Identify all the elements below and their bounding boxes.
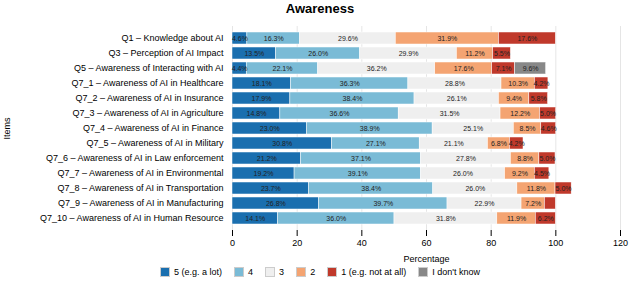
svg-text:21.1%: 21.1% xyxy=(444,140,464,147)
svg-text:23.0%: 23.0% xyxy=(260,125,280,132)
svg-text:6.2%: 6.2% xyxy=(538,215,554,222)
svg-text:Q7_5 – Awareness of AI in Mili: Q7_5 – Awareness of AI in Military xyxy=(87,138,224,148)
html-text:3: 3 xyxy=(279,266,285,277)
svg-text:Q7_1 – Awareness of AI in Heal: Q7_1 – Awareness of AI in Healthcare xyxy=(72,78,224,88)
svg-text:10.3%: 10.3% xyxy=(508,80,528,87)
svg-text:36.0%: 36.0% xyxy=(326,215,346,222)
svg-text:0: 0 xyxy=(230,238,235,248)
svg-text:5.0%: 5.0% xyxy=(540,110,556,117)
svg-text:Q1 – Knowledge about AI: Q1 – Knowledge about AI xyxy=(121,33,223,43)
svg-text:Q7_8 – Awareness of AI in Tran: Q7_8 – Awareness of AI in Transportation xyxy=(58,183,224,193)
svg-text:36.3%: 36.3% xyxy=(340,80,360,87)
svg-text:39.7%: 39.7% xyxy=(373,200,393,207)
svg-text:27.8%: 27.8% xyxy=(456,155,476,162)
svg-text:17.6%: 17.6% xyxy=(517,35,537,42)
svg-text:38.9%: 38.9% xyxy=(360,125,380,132)
svg-text:9.4%: 9.4% xyxy=(506,95,522,102)
svg-text:16.3%: 16.3% xyxy=(264,35,284,42)
svg-text:22.9%: 22.9% xyxy=(475,200,495,207)
svg-text:80: 80 xyxy=(486,238,496,248)
svg-text:40: 40 xyxy=(357,238,367,248)
svg-text:29.6%: 29.6% xyxy=(338,35,358,42)
svg-text:26.8%: 26.8% xyxy=(266,200,286,207)
html-text:1 (e.g. not at all): 1 (e.g. not at all) xyxy=(341,266,407,277)
svg-text:5.0%: 5.0% xyxy=(539,155,555,162)
svg-text:19.2%: 19.2% xyxy=(254,170,274,177)
svg-text:26.0%: 26.0% xyxy=(453,170,473,177)
svg-text:Q7_2 – Awareness of AI in Insu: Q7_2 – Awareness of AI in Insurance xyxy=(76,93,224,103)
svg-text:8.5%: 8.5% xyxy=(520,125,536,132)
svg-text:17.6%: 17.6% xyxy=(454,65,474,72)
svg-text:11.2%: 11.2% xyxy=(465,50,484,57)
html-text:5 (e.g. a lot): 5 (e.g. a lot) xyxy=(174,266,223,277)
svg-text:Q7_10 – Awareness of AI in Hum: Q7_10 – Awareness of AI in Human Resourc… xyxy=(40,213,223,223)
svg-text:14.8%: 14.8% xyxy=(246,110,266,117)
svg-text:Q7_4 – Awareness of AI in Fina: Q7_4 – Awareness of AI in Finance xyxy=(83,123,223,133)
svg-text:9.2%: 9.2% xyxy=(512,170,528,177)
svg-text:4.6%: 4.6% xyxy=(232,35,248,42)
svg-text:Q7_9 – Awareness of AI in Manu: Q7_9 – Awareness of AI in Manufacturing xyxy=(58,198,223,208)
svg-text:6.8%: 6.8% xyxy=(491,140,507,147)
svg-text:36.2%: 36.2% xyxy=(367,65,387,72)
svg-text:12.2%: 12.2% xyxy=(510,110,530,117)
svg-text:21.2%: 21.2% xyxy=(257,155,277,162)
svg-text:23.7%: 23.7% xyxy=(261,185,281,192)
svg-text:Q3 – Perception of AI Impact: Q3 – Perception of AI Impact xyxy=(108,48,224,58)
svg-text:Items: Items xyxy=(2,117,12,140)
svg-text:4.6%: 4.6% xyxy=(541,125,557,132)
svg-text:38.4%: 38.4% xyxy=(343,95,363,102)
svg-text:26.0%: 26.0% xyxy=(308,50,328,57)
svg-text:18.1%: 18.1% xyxy=(252,80,272,87)
svg-text:31.9%: 31.9% xyxy=(437,35,457,42)
svg-text:7.1%: 7.1% xyxy=(496,65,512,72)
svg-text:17.9%: 17.9% xyxy=(252,95,272,102)
html-text:Awareness: Awareness xyxy=(285,1,355,16)
html-text:I don't know: I don't know xyxy=(432,266,480,277)
svg-text:Percentage: Percentage xyxy=(403,254,449,264)
svg-text:11.8%: 11.8% xyxy=(527,185,546,192)
svg-text:37.1%: 37.1% xyxy=(351,155,371,162)
svg-text:7.2%: 7.2% xyxy=(525,200,541,207)
html-text:4: 4 xyxy=(248,266,254,277)
svg-text:4.2%: 4.2% xyxy=(509,140,525,147)
svg-text:Q7_7 – Awareness of AI in Envi: Q7_7 – Awareness of AI in Environmental xyxy=(58,168,224,178)
svg-text:13.5%: 13.5% xyxy=(244,50,264,57)
svg-text:26.1%: 26.1% xyxy=(447,95,467,102)
svg-text:28.8%: 28.8% xyxy=(445,80,465,87)
svg-text:Q5 – Awareness of Interacting: Q5 – Awareness of Interacting with AI xyxy=(74,63,223,73)
svg-text:Q7_6 – Awareness of AI in Law: Q7_6 – Awareness of AI in Law enforcemen… xyxy=(46,153,224,163)
svg-text:31.5%: 31.5% xyxy=(440,110,460,117)
svg-text:26.0%: 26.0% xyxy=(465,185,485,192)
svg-text:31.8%: 31.8% xyxy=(436,215,456,222)
svg-text:4.2%: 4.2% xyxy=(534,80,550,87)
svg-text:9.6%: 9.6% xyxy=(523,65,539,72)
html-text:2: 2 xyxy=(310,266,316,277)
svg-text:120: 120 xyxy=(613,238,628,248)
svg-text:27.1%: 27.1% xyxy=(366,140,386,147)
svg-text:29.9%: 29.9% xyxy=(399,50,419,57)
svg-text:30.8%: 30.8% xyxy=(272,140,292,147)
svg-text:5.5%: 5.5% xyxy=(494,50,510,57)
svg-text:38.4%: 38.4% xyxy=(361,185,381,192)
svg-text:4.5%: 4.5% xyxy=(534,170,550,177)
svg-text:36.6%: 36.6% xyxy=(330,110,350,117)
svg-text:20: 20 xyxy=(292,238,302,248)
svg-text:Q7_3 – Awareness of AI in Agri: Q7_3 – Awareness of AI in Agriculture xyxy=(73,108,224,118)
svg-text:39.1%: 39.1% xyxy=(348,170,368,177)
svg-text:22.1%: 22.1% xyxy=(273,65,293,72)
svg-text:100: 100 xyxy=(548,238,563,248)
svg-text:25.1%: 25.1% xyxy=(463,125,483,132)
svg-text:60: 60 xyxy=(421,238,431,248)
svg-text:14.1%: 14.1% xyxy=(245,215,265,222)
svg-text:5.8%: 5.8% xyxy=(531,95,547,102)
svg-text:5.0%: 5.0% xyxy=(556,185,572,192)
svg-text:4.4%: 4.4% xyxy=(232,65,248,72)
svg-text:8.8%: 8.8% xyxy=(517,155,533,162)
svg-text:11.9%: 11.9% xyxy=(507,215,526,222)
